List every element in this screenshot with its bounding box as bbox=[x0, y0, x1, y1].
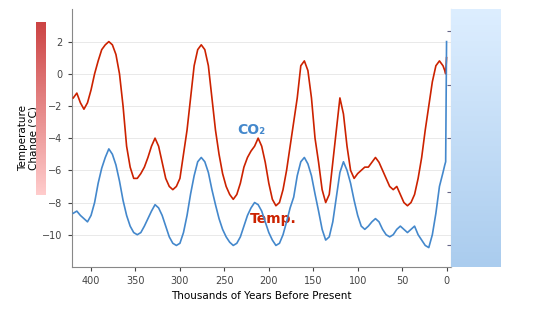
Y-axis label: Temperature
Change (°C): Temperature Change (°C) bbox=[18, 105, 39, 171]
Y-axis label: Carbon Dioxide
(ppmv): Carbon Dioxide (ppmv) bbox=[478, 98, 500, 178]
Text: CO₂: CO₂ bbox=[237, 123, 265, 137]
X-axis label: Thousands of Years Before Present: Thousands of Years Before Present bbox=[171, 291, 351, 301]
Text: Temp.: Temp. bbox=[250, 212, 296, 226]
